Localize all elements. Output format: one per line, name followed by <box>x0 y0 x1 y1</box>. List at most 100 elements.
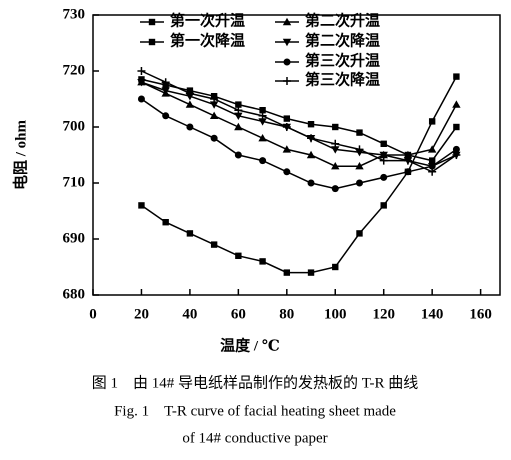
marker <box>162 112 170 120</box>
marker <box>258 118 267 126</box>
y-tick-label: 690 <box>63 230 86 246</box>
marker <box>356 129 363 136</box>
caption: Fig. 1 T-R curve of facial heating sheet… <box>114 403 396 419</box>
marker <box>331 139 340 148</box>
marker <box>403 156 412 165</box>
y-axis-label: 电阻 / ohm <box>11 119 29 190</box>
marker <box>428 167 437 176</box>
marker <box>452 145 460 153</box>
legend-marker <box>283 77 291 85</box>
marker <box>355 162 364 170</box>
marker <box>380 140 387 147</box>
marker <box>185 89 194 98</box>
x-tick-label: 60 <box>231 306 246 322</box>
y-tick-label: 700 <box>63 118 86 134</box>
marker <box>355 179 363 187</box>
x-tick-label: 140 <box>421 306 444 322</box>
marker <box>209 101 219 109</box>
marker <box>307 269 315 276</box>
marker <box>282 123 291 131</box>
y-tick-label: 730 <box>63 6 86 22</box>
marker <box>137 67 146 75</box>
marker <box>453 123 460 131</box>
x-tick-label: 40 <box>182 306 197 322</box>
legend-label: 第一次升温 <box>170 11 245 29</box>
marker <box>380 173 388 181</box>
marker <box>210 134 218 142</box>
marker <box>137 79 146 87</box>
x-axis-label: 温度 / ℃ <box>220 336 280 354</box>
marker <box>332 263 339 271</box>
y-tick-label: 720 <box>63 62 86 78</box>
marker <box>235 101 242 108</box>
marker <box>404 168 412 176</box>
marker <box>234 112 243 120</box>
series-line <box>141 81 458 167</box>
marker <box>161 87 170 95</box>
legend-marker <box>282 17 292 26</box>
x-tick-label: 80 <box>279 306 294 322</box>
marker <box>452 151 461 159</box>
marker <box>379 151 388 160</box>
marker <box>283 269 291 276</box>
marker <box>283 115 291 122</box>
legend-marker <box>148 38 156 46</box>
caption: 图 1 由 14# 导电纸样品制作的发热板的 T-R 曲线 <box>92 373 419 391</box>
marker <box>428 162 436 170</box>
marker <box>210 95 219 103</box>
marker <box>307 121 315 128</box>
marker <box>234 122 243 131</box>
plot-frame <box>92 14 501 296</box>
marker <box>137 95 145 103</box>
series-line <box>141 98 457 190</box>
caption: of 14# conductive paper <box>182 430 327 446</box>
marker <box>259 157 267 165</box>
marker <box>428 157 436 164</box>
marker <box>259 107 266 114</box>
marker <box>428 118 436 125</box>
x-tick-label: 100 <box>324 306 347 322</box>
marker <box>258 111 267 120</box>
marker <box>185 100 195 108</box>
y-tick-label: 710 <box>63 174 86 190</box>
marker <box>283 168 291 176</box>
marker <box>403 150 413 159</box>
series-line <box>141 70 457 173</box>
marker <box>452 100 461 108</box>
marker <box>332 123 339 131</box>
marker <box>307 179 315 187</box>
x-tick-label: 160 <box>469 306 492 322</box>
x-tick-label: 120 <box>372 306 395 322</box>
y-tick-label: 680 <box>63 286 86 302</box>
legend-label: 第三次降温 <box>305 70 380 88</box>
marker <box>138 202 145 209</box>
legend-marker <box>148 18 156 26</box>
legend-label: 第二次升温 <box>305 11 380 29</box>
marker <box>234 151 242 159</box>
marker <box>258 134 267 142</box>
marker <box>306 150 316 159</box>
marker <box>355 145 364 154</box>
legend-marker <box>283 58 291 66</box>
marker <box>259 258 266 265</box>
marker <box>161 78 170 87</box>
x-tick-label: 0 <box>89 306 97 322</box>
marker <box>356 230 363 237</box>
legend-label: 第三次升温 <box>305 51 380 69</box>
marker <box>379 156 388 165</box>
legend-label: 第二次降温 <box>305 31 380 49</box>
marker <box>235 252 242 259</box>
marker <box>186 230 194 237</box>
marker <box>380 202 387 209</box>
marker <box>331 162 340 170</box>
series-line <box>141 76 458 274</box>
marker <box>307 134 316 143</box>
marker <box>453 73 460 80</box>
marker <box>331 146 340 154</box>
marker <box>331 185 339 193</box>
legend-marker <box>282 38 292 47</box>
marker <box>234 106 243 115</box>
x-tick-label: 20 <box>134 306 149 322</box>
marker <box>209 111 219 119</box>
